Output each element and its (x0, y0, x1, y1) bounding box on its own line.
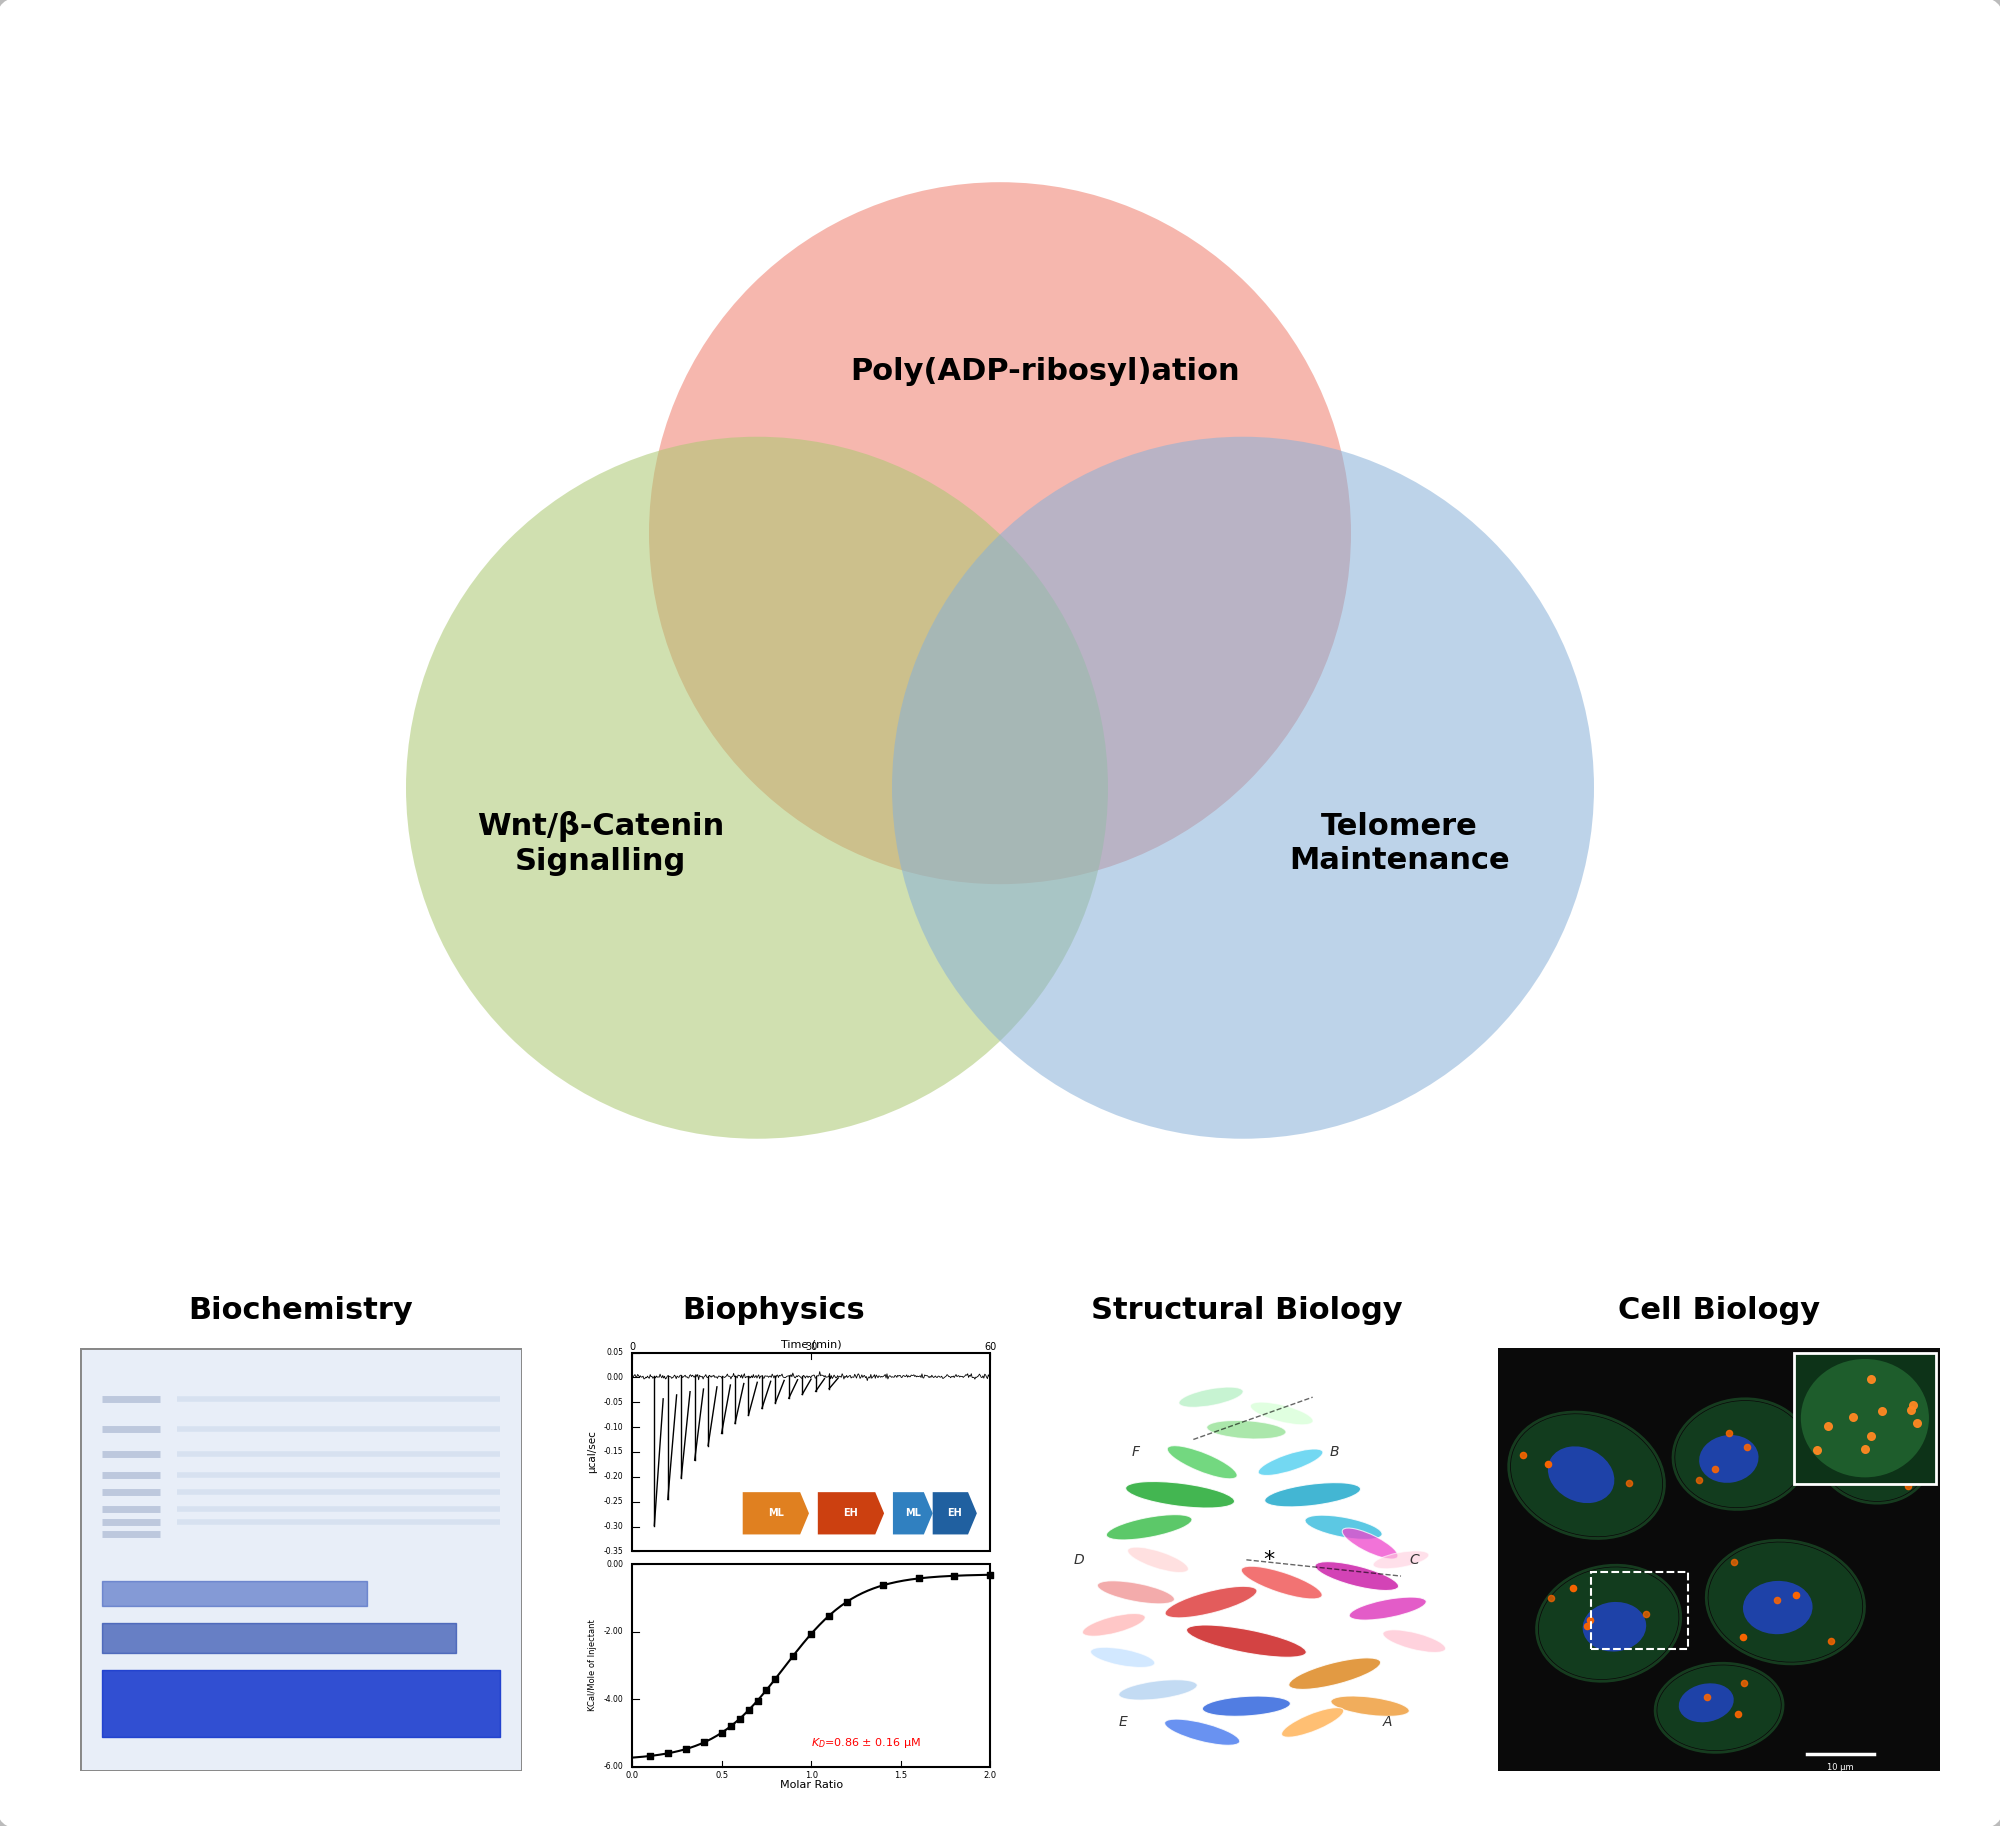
Text: 60: 60 (984, 1342, 996, 1353)
Ellipse shape (1164, 1718, 1240, 1746)
Point (688, 1727, 720, 1757)
Bar (1590, 1572, 1688, 1649)
Text: -4.00: -4.00 (604, 1695, 624, 1704)
Point (902, 1563, 934, 1592)
Text: 1.0: 1.0 (804, 1771, 818, 1780)
Point (1732, 1432, 1764, 1461)
Text: $K_D$=0.86 ± 0.16 µM: $K_D$=0.86 ± 0.16 µM (812, 1737, 920, 1749)
Point (750, 1676, 782, 1705)
Ellipse shape (1316, 1561, 1398, 1590)
Point (1760, 1585, 1792, 1614)
Ellipse shape (1242, 1567, 1322, 1600)
Ellipse shape (1742, 1581, 1812, 1634)
Ellipse shape (1678, 1684, 1734, 1722)
Text: ML: ML (904, 1508, 920, 1517)
Text: ML: ML (768, 1508, 784, 1517)
Text: *: * (1262, 1550, 1274, 1570)
Ellipse shape (1538, 1567, 1678, 1680)
Text: -0.10: -0.10 (604, 1422, 624, 1432)
Point (1866, 1397, 1898, 1426)
FancyArrow shape (892, 1492, 932, 1534)
Ellipse shape (1382, 1631, 1446, 1653)
Text: 10 µm: 10 µm (1828, 1762, 1854, 1771)
Point (1722, 1700, 1754, 1729)
Text: EH: EH (844, 1508, 858, 1517)
Point (1850, 1435, 1882, 1464)
Ellipse shape (1582, 1601, 1646, 1651)
Point (1558, 1572, 1590, 1601)
FancyArrow shape (818, 1492, 884, 1534)
Point (1536, 1583, 1568, 1612)
Point (938, 1561, 970, 1590)
Bar (632, 1565, 990, 1768)
Ellipse shape (1548, 1446, 1614, 1503)
Ellipse shape (1186, 1625, 1306, 1658)
Point (724, 1704, 756, 1733)
Ellipse shape (1708, 1543, 1862, 1662)
Point (1630, 1600, 1662, 1629)
Point (742, 1685, 774, 1715)
Text: -2.00: -2.00 (604, 1627, 624, 1636)
Point (652, 1738, 684, 1768)
Ellipse shape (1850, 1435, 1900, 1477)
Point (1506, 1441, 1538, 1470)
Point (1614, 1468, 1646, 1497)
Text: 2.0: 2.0 (984, 1771, 996, 1780)
Ellipse shape (1206, 1421, 1286, 1439)
Ellipse shape (1818, 1408, 1928, 1501)
Ellipse shape (1202, 1696, 1290, 1716)
Ellipse shape (892, 436, 1594, 1139)
Text: Cell Biology: Cell Biology (1618, 1296, 1820, 1326)
Point (1898, 1390, 1930, 1419)
Point (1848, 1463, 1880, 1492)
Point (634, 1742, 666, 1771)
Text: 0.5: 0.5 (716, 1771, 728, 1780)
Text: 0: 0 (630, 1342, 636, 1353)
Text: EH: EH (948, 1508, 962, 1517)
Text: -6.00: -6.00 (604, 1762, 624, 1771)
Point (1718, 1547, 1750, 1576)
Ellipse shape (1264, 1483, 1360, 1506)
Point (732, 1696, 764, 1726)
Point (1802, 1435, 1834, 1464)
Ellipse shape (1306, 1516, 1382, 1539)
Text: μcal/sec: μcal/sec (588, 1430, 598, 1474)
Text: -0.15: -0.15 (604, 1448, 624, 1457)
Bar (1794, 1353, 1936, 1485)
FancyArrow shape (742, 1492, 808, 1534)
Point (1816, 1627, 1848, 1656)
Text: 0.00: 0.00 (606, 1559, 624, 1569)
Text: B: B (1330, 1446, 1340, 1459)
Text: 0.00: 0.00 (606, 1373, 624, 1382)
Text: Poly(ADP-ribosyl)ation: Poly(ADP-ribosyl)ation (850, 358, 1240, 387)
Text: -0.05: -0.05 (604, 1399, 624, 1406)
Text: KCal/Mole of Injectant: KCal/Mole of Injectant (588, 1620, 596, 1711)
Point (1532, 1450, 1564, 1479)
Ellipse shape (1374, 1550, 1428, 1569)
Point (1812, 1411, 1844, 1441)
Point (706, 1718, 738, 1747)
Ellipse shape (648, 183, 1352, 884)
Point (1570, 1612, 1602, 1642)
Point (796, 1620, 828, 1649)
Ellipse shape (1342, 1528, 1398, 1559)
Point (1892, 1472, 1924, 1501)
Text: -0.20: -0.20 (604, 1472, 624, 1481)
Point (1682, 1464, 1714, 1494)
Ellipse shape (1166, 1587, 1256, 1618)
Text: Biophysics: Biophysics (682, 1296, 866, 1326)
Text: Wnt/β-Catenin
Signalling: Wnt/β-Catenin Signalling (476, 811, 724, 876)
Text: A: A (1382, 1715, 1392, 1729)
Point (760, 1663, 792, 1693)
Text: Biochemistry: Biochemistry (188, 1296, 414, 1326)
Text: F: F (1132, 1446, 1140, 1459)
Ellipse shape (406, 436, 1108, 1139)
Ellipse shape (1288, 1658, 1380, 1689)
Point (866, 1570, 898, 1600)
Bar (632, 1353, 990, 1552)
Ellipse shape (1118, 1680, 1198, 1700)
Ellipse shape (1106, 1514, 1192, 1539)
Text: 30: 30 (806, 1342, 818, 1353)
Ellipse shape (1510, 1413, 1662, 1536)
